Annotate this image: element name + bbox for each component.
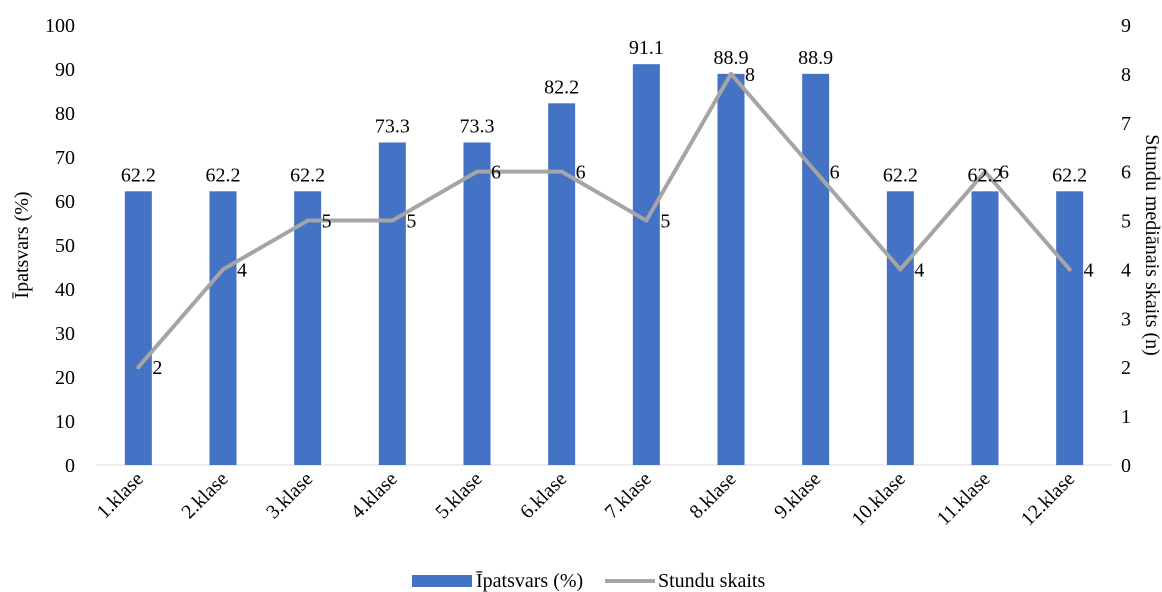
line-value-label: 5: [322, 211, 332, 233]
bar-value-label: 73.3: [375, 115, 410, 137]
bar: [971, 191, 999, 465]
x-tick-label: 9.klase: [770, 468, 825, 523]
line-value-label: 2: [152, 357, 162, 379]
line-value-label: 4: [914, 259, 924, 281]
legend-line-label: Stundu skaits: [658, 570, 765, 592]
line-value-label: 5: [660, 211, 670, 233]
bar-value-label: 88.9: [714, 47, 749, 69]
line-value-label: 4: [237, 259, 247, 281]
line-point: [305, 218, 310, 223]
y-tick-label: 20: [55, 367, 75, 389]
line-point: [221, 267, 225, 272]
line-value-label: 4: [1084, 259, 1094, 281]
x-tick-label: 12.klase: [1017, 468, 1079, 530]
line-value-label: 6: [576, 162, 586, 184]
x-tick-label: 2.klase: [177, 468, 232, 523]
line-point: [136, 365, 141, 370]
y-tick-label: 100: [45, 15, 75, 37]
x-tick-label: 11.klase: [933, 468, 995, 530]
x-tick-label: 7.klase: [601, 468, 656, 523]
bar: [717, 73, 745, 465]
line-point: [644, 218, 649, 223]
y-tick-label: 40: [55, 279, 75, 301]
legend-bar-swatch: [412, 575, 472, 587]
y-axis-title: Īpatsvars (%): [11, 191, 33, 298]
bar-value-label: 62.2: [290, 164, 325, 186]
bar: [209, 191, 237, 465]
bar: [548, 103, 576, 465]
bar: [294, 191, 322, 465]
bar-value-label: 62.2: [1052, 164, 1087, 186]
bar-value-label: 62.2: [968, 164, 1003, 186]
bar: [886, 191, 914, 465]
bar-value-label: 82.2: [544, 76, 579, 98]
bar-value-label: 62.2: [206, 164, 241, 186]
y-tick-label: 80: [55, 103, 75, 125]
legend-bar-label: Īpatsvars (%): [476, 570, 583, 592]
y2-tick-label: 2: [1121, 357, 1131, 379]
line-point: [1067, 267, 1072, 272]
legend: Īpatsvars (%) Stundu skaits: [412, 570, 765, 592]
y-tick-label: 90: [55, 59, 75, 81]
x-tick-label: 1.klase: [93, 468, 148, 523]
y2-tick-label: 3: [1121, 308, 1131, 330]
bar: [124, 191, 152, 465]
line-point: [559, 169, 564, 174]
y2-tick-label: 9: [1121, 15, 1131, 37]
y2-tick-label: 5: [1121, 211, 1131, 233]
y2-tick-label: 1: [1121, 406, 1131, 428]
line-value-label: 5: [406, 211, 416, 233]
y2-tick-label: 8: [1121, 64, 1131, 86]
x-tick-label: 3.klase: [262, 468, 317, 523]
line-point: [898, 267, 903, 272]
line-value-label: 6: [830, 162, 840, 184]
y-tick-label: 30: [55, 323, 75, 345]
bar-value-label: 73.3: [460, 115, 495, 137]
line-point: [729, 71, 733, 76]
line-value-label: 6: [491, 162, 501, 184]
bar: [378, 142, 406, 466]
y2-tick-label: 0: [1121, 455, 1131, 477]
y2-tick-label: 6: [1121, 162, 1131, 184]
line-point: [813, 169, 818, 174]
bar-value-label: 88.9: [798, 47, 833, 69]
line-value-label: 8: [745, 64, 755, 86]
bar: [632, 64, 660, 465]
line-series: [136, 71, 1072, 369]
bar: [802, 73, 830, 465]
bar-value-label: 62.2: [883, 164, 918, 186]
y-tick-label: 50: [55, 235, 75, 257]
y-tick-label: 60: [55, 191, 75, 213]
x-tick-label: 4.klase: [347, 468, 402, 523]
x-tick-label: 6.klase: [516, 468, 571, 523]
x-tick-label: 5.klase: [431, 468, 486, 523]
y-tick-label: 70: [55, 147, 75, 169]
bar: [1056, 191, 1084, 465]
y2-tick-label: 4: [1121, 259, 1131, 281]
line-point: [475, 169, 479, 174]
y-tick-label: 0: [65, 455, 75, 477]
x-tick-label: 8.klase: [685, 468, 740, 523]
y2-axis-title: Stundu mediānais skaits (n): [1141, 134, 1162, 356]
bar-value-label: 62.2: [121, 164, 156, 186]
bar: [463, 142, 491, 466]
x-tick-label: 10.klase: [848, 468, 910, 530]
y2-tick-label: 7: [1121, 113, 1131, 135]
line-point: [390, 218, 395, 223]
y-tick-label: 10: [55, 411, 75, 433]
line-point: [983, 169, 987, 174]
line-value-label: 6: [999, 162, 1009, 184]
bar-value-label: 91.1: [629, 37, 664, 59]
